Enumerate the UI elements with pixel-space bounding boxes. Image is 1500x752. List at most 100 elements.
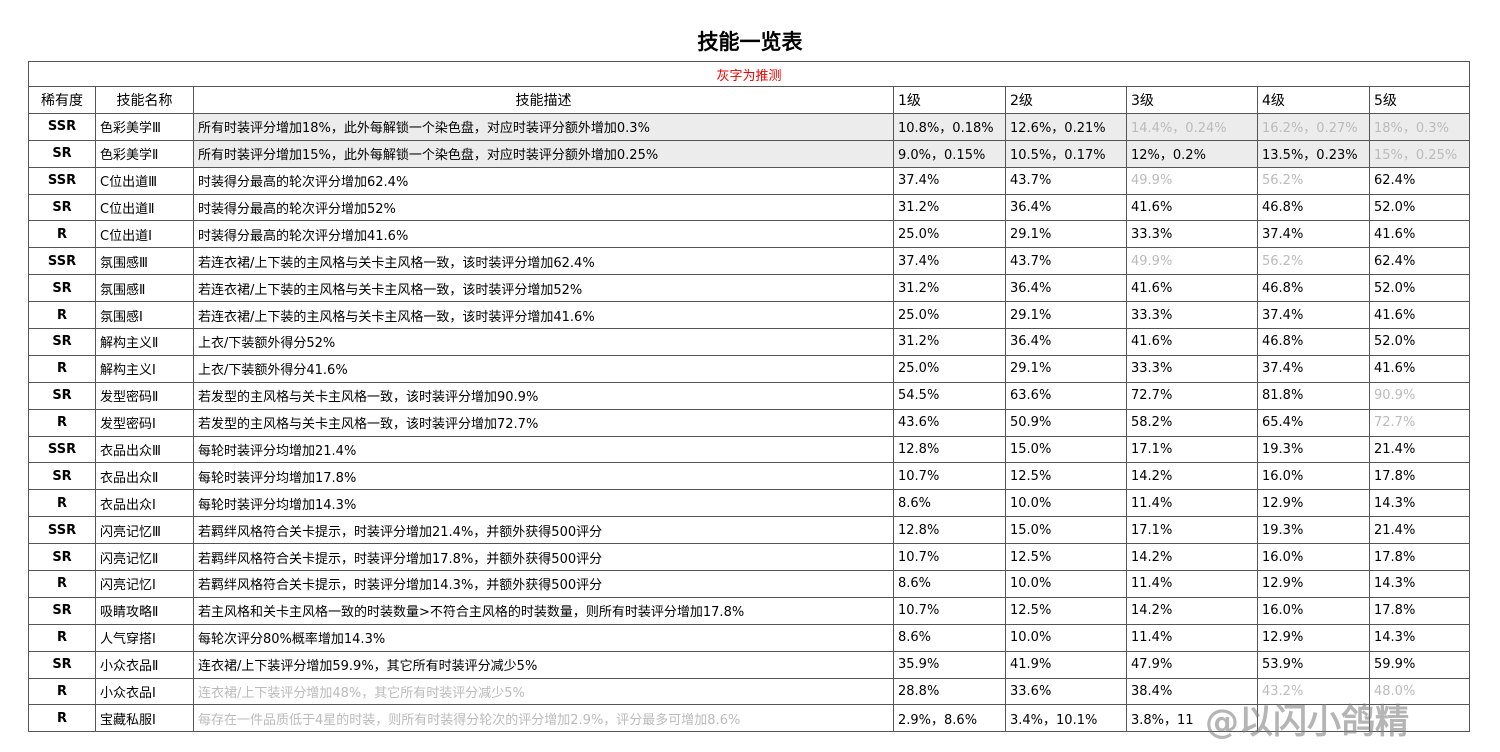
level-value: 41.6% (1126, 328, 1258, 356)
level-value: 43.7% (1005, 247, 1127, 276)
description: 若连衣裙/上下装的主风格与关卡主风格一致，该时装评分增加52% (193, 274, 894, 303)
level-value: 14.3% (1368, 489, 1471, 518)
skill-row: R 宝藏私服Ⅰ 每存在一件品质低于4星的时装，则所有时装得分轮次的评分增加2.9%，… (28, 704, 1471, 733)
level-value: 52.0% (1368, 328, 1471, 356)
level-value: 11.4% (1126, 623, 1258, 652)
skill-name: C位出道Ⅰ (95, 220, 194, 249)
rarity: R (28, 220, 96, 249)
level-value: 10.0% (1005, 489, 1127, 518)
watermark: @以闪小鸽精 (1205, 702, 1409, 742)
description: 所有时装评分增加18%，此外每解锁一个染色盘，对应时装评分额外增加0.3% (193, 112, 894, 141)
skill-row: SR 色彩美学Ⅱ 所有时装评分增加15%，此外每解锁一个染色盘，对应时装评分额外增加… (28, 139, 1471, 168)
level-value: 52.0% (1368, 193, 1471, 222)
level-value: 58.2% (1126, 408, 1258, 437)
level-value: 33.3% (1126, 301, 1258, 330)
level-value: 25.0% (893, 301, 1006, 330)
level-value: 17.8% (1368, 543, 1471, 572)
description: 每轮时装评分均增加14.3% (193, 489, 894, 518)
description: 若发型的主风格与关卡主风格一致，该时装评分增加90.9% (193, 381, 894, 410)
level-value: 43.6% (893, 408, 1006, 437)
level-value: 54.5% (893, 381, 1006, 410)
skill-name: 解构主义Ⅱ (95, 328, 194, 356)
level-value: 36.4% (1005, 274, 1127, 303)
level-value: 31.2% (893, 274, 1006, 303)
rarity: SR (28, 462, 96, 491)
level-value: 36.4% (1005, 193, 1127, 222)
rarity: R (28, 623, 96, 652)
description: 每存在一件品质低于4星的时装，则所有时装得分轮次的评分增加2.9%，评分最多可增… (193, 704, 894, 733)
level-value: 31.2% (893, 328, 1006, 356)
level-value: 19.3% (1257, 435, 1370, 464)
title: 技能一览表 (697, 30, 803, 54)
level-value: 15%，0.25% (1368, 139, 1471, 168)
level-value: 43.2% (1257, 677, 1370, 706)
skill-name: 氛围感Ⅲ (95, 247, 194, 276)
header-row: 稀有度 技能名称 技能描述 1级 2级 3级 4级 5级 (28, 86, 1471, 114)
level-value: 36.4% (1005, 328, 1127, 356)
level-value: 14.3% (1368, 623, 1471, 652)
rarity: SR (28, 193, 96, 222)
skill-row: SR 发型密码Ⅱ 若发型的主风格与关卡主风格一致，该时装评分增加90.9% 54.5%… (28, 381, 1471, 410)
level-value: 59.9% (1368, 650, 1471, 679)
level-value: 90.9% (1368, 381, 1471, 410)
level-value: 11.4% (1126, 570, 1258, 598)
skill-row: R C位出道Ⅰ 时装得分最高的轮次评分增加41.6% 25.0% 29.1% 33.3% 3… (28, 220, 1471, 249)
skill-name: 氛围感Ⅱ (95, 274, 194, 303)
description: 上衣/下装额外得分52% (193, 328, 894, 356)
skill-name: 发型密码Ⅰ (95, 408, 194, 437)
level-value: 14.4%，0.24% (1126, 112, 1258, 141)
level-value: 53.9% (1257, 650, 1370, 679)
level-value: 12.8% (893, 435, 1006, 464)
level-value: 63.6% (1005, 381, 1127, 410)
level-value: 33.6% (1005, 677, 1127, 706)
level-value: 48.0% (1368, 677, 1471, 706)
column-header: 5级 (1368, 86, 1471, 114)
skill-row: R 小众衣品Ⅰ 连衣裙/上下装评分增加48%，其它所有时装评分减少5% 28.8% 33… (28, 677, 1471, 706)
description: 若发型的主风格与关卡主风格一致，该时装评分增加72.7% (193, 408, 894, 437)
note: 灰字为推测 (27, 61, 1471, 87)
level-value: 8.6% (893, 623, 1006, 652)
level-value: 46.8% (1257, 274, 1370, 303)
level-value: 56.2% (1257, 247, 1370, 276)
skill-row: SSR 氛围感Ⅲ 若连衣裙/上下装的主风格与关卡主风格一致，该时装评分增加62.4%… (28, 247, 1471, 276)
rarity: SSR (28, 247, 96, 276)
skill-row: SSR 闪亮记忆Ⅲ 若羁绊风格符合关卡提示，时装评分增加21.4%，并额外获得500… (28, 516, 1471, 545)
skill-row: SR C位出道Ⅱ 时装得分最高的轮次评分增加52% 31.2% 36.4% 41.6% 46… (28, 193, 1471, 222)
level-value: 19.3% (1257, 516, 1370, 545)
rarity: SSR (28, 435, 96, 464)
level-value: 29.1% (1005, 301, 1127, 330)
skill-row: R 衣品出众Ⅰ 每轮时装评分均增加14.3% 8.6% 10.0% 11.4% 12.9% 1… (28, 489, 1471, 518)
description: 所有时装评分增加15%，此外每解锁一个染色盘，对应时装评分额外增加0.25% (193, 139, 894, 168)
description: 若羁绊风格符合关卡提示，时装评分增加21.4%，并额外获得500评分 (193, 516, 894, 545)
skill-name: 衣品出众Ⅰ (95, 489, 194, 518)
level-value: 15.0% (1005, 516, 1127, 545)
level-value: 10.5%，0.17% (1005, 139, 1127, 168)
level-value (1368, 704, 1471, 733)
level-value: 37.4% (893, 247, 1006, 276)
skill-row: SR 衣品出众Ⅱ 每轮时装评分均增加17.8% 10.7% 12.5% 14.2% 16.0… (28, 462, 1471, 491)
skill-row: SSR C位出道Ⅲ 时装得分最高的轮次评分增加62.4% 37.4% 43.7% 49.9… (28, 166, 1471, 195)
level-value: 21.4% (1368, 516, 1471, 545)
level-value: 81.8% (1257, 381, 1370, 410)
level-value: 35.9% (893, 650, 1006, 679)
rarity: R (28, 354, 96, 383)
level-value: 28.8% (893, 677, 1006, 706)
level-value: 29.1% (1005, 354, 1127, 383)
column-header: 4级 (1257, 86, 1370, 114)
column-header: 稀有度 (28, 86, 96, 114)
level-value: 16.0% (1257, 596, 1370, 625)
level-value: 41.6% (1126, 274, 1258, 303)
description: 连衣裙/上下装评分增加59.9%，其它所有时装评分减少5% (193, 650, 894, 679)
level-value: 33.3% (1126, 220, 1258, 249)
level-value: 41.6% (1368, 354, 1471, 383)
skill-row: SR 小众衣品Ⅱ 连衣裙/上下装评分增加59.9%，其它所有时装评分减少5% 35.9… (28, 650, 1471, 679)
level-value: 33.3% (1126, 354, 1258, 383)
level-value: 72.7% (1368, 408, 1471, 437)
description: 若羁绊风格符合关卡提示，时装评分增加17.8%，并额外获得500评分 (193, 543, 894, 572)
level-value: 12.9% (1257, 489, 1370, 518)
level-value: 10.7% (893, 462, 1006, 491)
skill-name: 色彩美学Ⅲ (95, 112, 194, 141)
level-value: 12.9% (1257, 623, 1370, 652)
level-value: 2.9%，8.6% (893, 704, 1006, 733)
level-value: 46.8% (1257, 328, 1370, 356)
